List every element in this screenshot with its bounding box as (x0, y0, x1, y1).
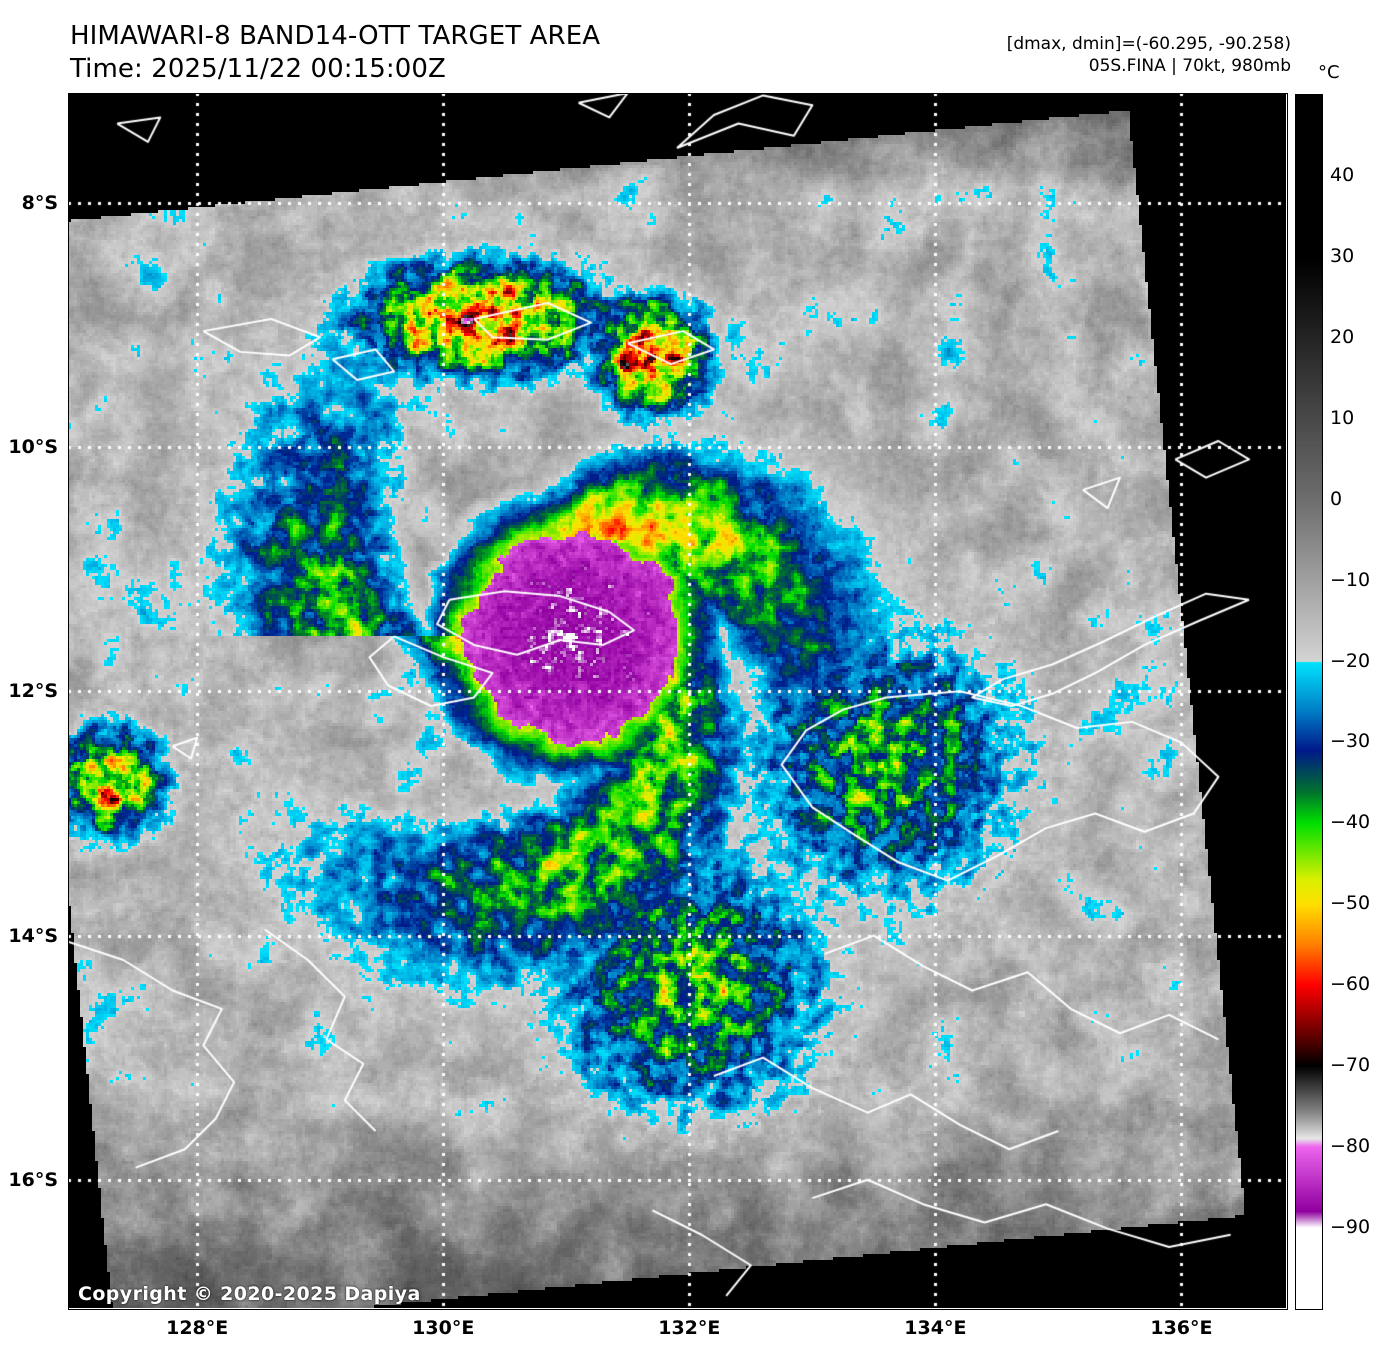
colorbar-tick-label: −20 (1330, 649, 1371, 672)
latitude-tick-label: 8°S (21, 191, 58, 214)
colorbar-tick-label: −50 (1330, 892, 1371, 915)
copyright-notice: Copyright © 2020-2025 Dapiya (78, 1283, 421, 1305)
colorbar-tick-label: −10 (1330, 568, 1371, 591)
longitude-tick-label: 134°E (904, 1317, 967, 1339)
colorbar-tick-label: −60 (1330, 973, 1371, 996)
colorbar-tick-label: −90 (1330, 1216, 1371, 1239)
colorbar-unit-label: °C (1318, 62, 1340, 83)
figure-title-block: HIMAWARI-8 BAND14-OTT TARGET AREA Time: … (70, 20, 600, 87)
dmax-dmin-label: [dmax, dmin]=(-60.295, -90.258) (1006, 34, 1291, 54)
colorbar-gradient (1296, 95, 1322, 1309)
colorbar-tick-label: 10 (1330, 406, 1355, 429)
longitude-tick-label: 132°E (658, 1317, 721, 1339)
figure-metadata-block: [dmax, dmin]=(-60.295, -90.258) 05S.FINA… (1007, 33, 1291, 77)
longitude-tick-label: 128°E (166, 1317, 229, 1339)
colorbar (1295, 94, 1323, 1310)
page-title: HIMAWARI-8 BAND14-OTT TARGET AREA (70, 21, 601, 51)
colorbar-tick-label: 40 (1330, 163, 1355, 186)
storm-info-label: 05S.FINA | 70kt, 980mb (1088, 56, 1291, 77)
timestamp-line: Time: 2025/11/22 00:15:00Z (70, 54, 446, 85)
latitude-tick-label: 16°S (8, 1168, 58, 1191)
colorbar-tick-label: 30 (1330, 244, 1355, 267)
lat-lon-gridlines-overlay (68, 93, 1286, 1308)
colorbar-tick-label: −40 (1330, 811, 1371, 834)
longitude-tick-label: 130°E (412, 1317, 475, 1339)
latitude-tick-label: 14°S (8, 924, 58, 947)
colorbar-tick-label: −70 (1330, 1054, 1371, 1077)
longitude-tick-label: 136°E (1150, 1317, 1213, 1339)
colorbar-tick-label: −80 (1330, 1135, 1371, 1158)
colorbar-tick-label: 20 (1330, 325, 1355, 348)
satellite-image-plot (68, 93, 1286, 1308)
latitude-tick-label: 10°S (8, 436, 58, 459)
colorbar-tick-label: 0 (1330, 487, 1343, 510)
colorbar-tick-label: −30 (1330, 730, 1371, 753)
latitude-tick-label: 12°S (8, 680, 58, 703)
